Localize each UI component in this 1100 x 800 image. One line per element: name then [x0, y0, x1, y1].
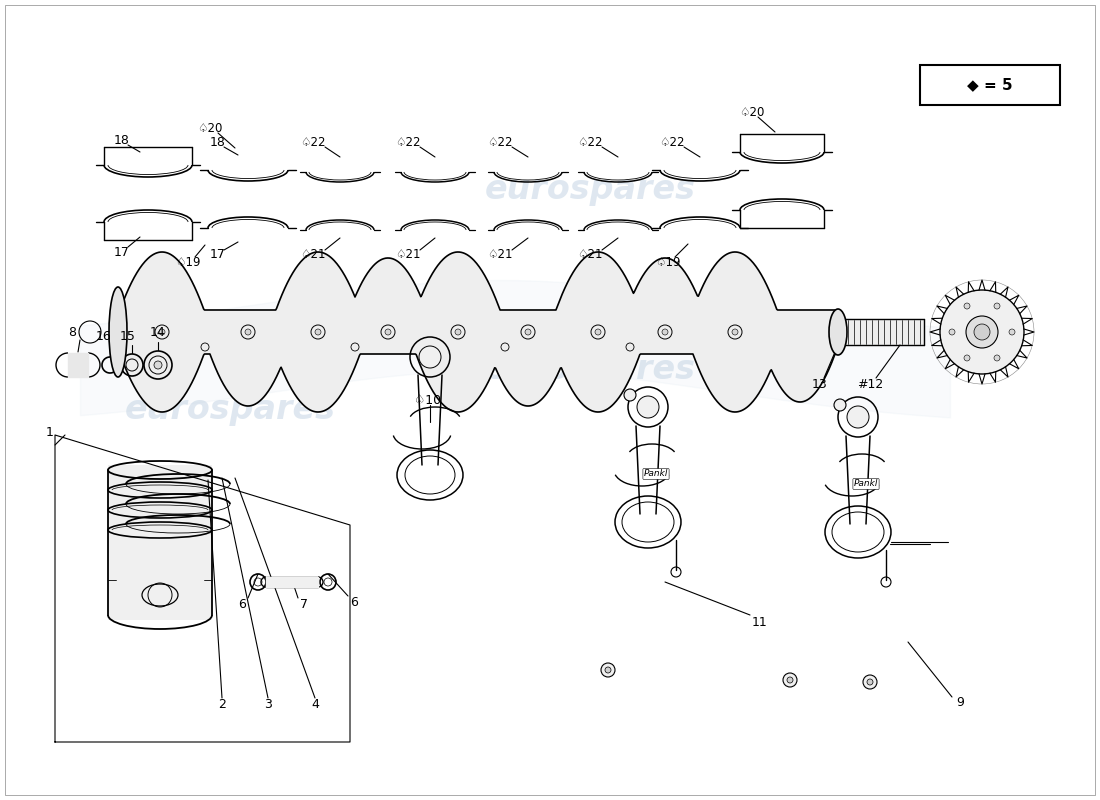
Text: ♤20: ♤20	[197, 122, 222, 134]
Text: 4: 4	[311, 698, 319, 711]
FancyBboxPatch shape	[920, 65, 1060, 105]
Text: ♤21: ♤21	[395, 249, 420, 262]
Circle shape	[974, 324, 990, 340]
Text: eurospares: eurospares	[124, 394, 336, 426]
Circle shape	[964, 355, 970, 361]
Circle shape	[624, 389, 636, 401]
Circle shape	[867, 679, 873, 685]
Circle shape	[864, 675, 877, 689]
Text: ♤22: ♤22	[578, 135, 603, 149]
Text: 1: 1	[46, 426, 54, 438]
Text: ♤19: ♤19	[656, 255, 681, 269]
Text: 13: 13	[812, 378, 828, 391]
Circle shape	[940, 290, 1024, 374]
Text: 9: 9	[956, 695, 964, 709]
Circle shape	[783, 673, 798, 687]
Text: ♤19: ♤19	[175, 255, 200, 269]
Ellipse shape	[109, 287, 126, 377]
Circle shape	[595, 329, 601, 335]
Text: 18: 18	[114, 134, 130, 146]
Circle shape	[419, 346, 441, 368]
Text: 14: 14	[150, 326, 166, 339]
Circle shape	[1009, 329, 1015, 335]
Text: 17: 17	[114, 246, 130, 258]
Ellipse shape	[829, 309, 847, 355]
Circle shape	[315, 329, 321, 335]
FancyBboxPatch shape	[108, 465, 212, 620]
Ellipse shape	[154, 361, 162, 369]
Text: ♤10: ♤10	[415, 394, 441, 406]
Text: 16: 16	[96, 330, 112, 342]
Circle shape	[455, 329, 461, 335]
Text: 7: 7	[300, 598, 308, 610]
Circle shape	[605, 667, 610, 673]
Text: 6: 6	[350, 595, 358, 609]
Circle shape	[949, 329, 955, 335]
Circle shape	[601, 663, 615, 677]
Circle shape	[994, 355, 1000, 361]
Text: 3: 3	[264, 698, 272, 711]
Text: ♤21: ♤21	[578, 249, 603, 262]
Text: eurospares: eurospares	[484, 354, 695, 386]
Text: 2: 2	[218, 698, 226, 711]
Text: 15: 15	[120, 330, 136, 342]
Text: ♤21: ♤21	[300, 249, 326, 262]
Text: 6: 6	[238, 598, 246, 610]
Circle shape	[847, 406, 869, 428]
Polygon shape	[118, 252, 838, 412]
Circle shape	[732, 329, 738, 335]
Circle shape	[834, 399, 846, 411]
Text: Pankl: Pankl	[854, 479, 878, 489]
Circle shape	[525, 329, 531, 335]
Text: Pankl: Pankl	[644, 470, 668, 478]
Text: #12: #12	[857, 378, 883, 391]
Circle shape	[245, 329, 251, 335]
Text: ♤22: ♤22	[659, 135, 684, 149]
Circle shape	[160, 329, 165, 335]
Text: 18: 18	[210, 135, 225, 149]
Text: 17: 17	[210, 249, 225, 262]
Circle shape	[966, 316, 998, 348]
Text: ♤20: ♤20	[739, 106, 764, 118]
Text: ◆ = 5: ◆ = 5	[967, 78, 1013, 93]
Circle shape	[662, 329, 668, 335]
Circle shape	[964, 303, 970, 309]
Circle shape	[786, 677, 793, 683]
Text: 8: 8	[68, 326, 76, 338]
Text: ♤22: ♤22	[300, 135, 326, 149]
Circle shape	[994, 303, 1000, 309]
Text: ♤21: ♤21	[487, 249, 513, 262]
Text: eurospares: eurospares	[484, 174, 695, 206]
Text: ♤22: ♤22	[395, 135, 420, 149]
Text: ♤22: ♤22	[487, 135, 513, 149]
Circle shape	[637, 396, 659, 418]
Circle shape	[385, 329, 390, 335]
Text: 11: 11	[752, 615, 768, 629]
